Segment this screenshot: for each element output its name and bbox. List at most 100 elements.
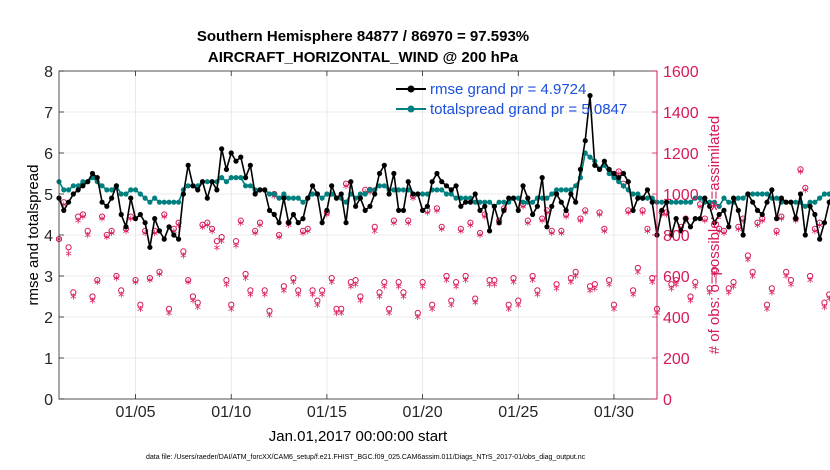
- obs-possible-marker: [663, 209, 670, 216]
- obs-possible-marker: [381, 279, 388, 286]
- obs-assimilated-marker: *: [458, 227, 465, 242]
- obs-assimilated-marker: *: [319, 291, 326, 306]
- obs-possible-marker: [462, 272, 469, 280]
- rmse-point: [305, 195, 311, 201]
- x-axis-label: Jan.01,2017 00:00:00 start: [269, 428, 448, 445]
- rmse-point: [506, 195, 512, 201]
- x-tick-label: 01/25: [498, 404, 538, 421]
- obs-assimilated-marker: *: [769, 288, 776, 303]
- totalspread-point: [271, 191, 277, 197]
- totalspread-point: [439, 187, 445, 193]
- obs-assimilated-marker: *: [659, 211, 666, 226]
- totalspread-point: [367, 187, 373, 193]
- obs-assimilated-marker: *: [792, 217, 799, 232]
- obs-possible-marker: [639, 207, 646, 214]
- rmse-point: [262, 187, 268, 193]
- totalspread-point: [309, 191, 316, 197]
- totalspread-point: [817, 195, 823, 201]
- rmse-point: [491, 203, 497, 209]
- totalspread-point: [99, 183, 105, 189]
- totalspread-point: [171, 199, 177, 205]
- totalspread-point: [242, 183, 249, 189]
- obs-possible-marker: [582, 207, 589, 214]
- rmse-point: [817, 236, 823, 242]
- rmse-point: [400, 207, 407, 213]
- obs-assimilated-marker: *: [816, 221, 823, 236]
- obs-possible-marker: [89, 293, 96, 300]
- obs-assimilated-marker: *: [529, 276, 536, 291]
- obs-assimilated-marker: *: [534, 291, 541, 306]
- obs-assimilated-marker: *: [601, 227, 608, 242]
- totalspread-point: [448, 191, 454, 197]
- obs-assimilated-marker: *: [482, 213, 489, 228]
- obs-possible-marker: [161, 211, 168, 218]
- rmse-point: [353, 203, 359, 209]
- totalspread-point: [635, 191, 641, 197]
- rmse-point: [300, 216, 306, 222]
- totalspread-point: [659, 199, 665, 205]
- rmse-point: [644, 187, 651, 193]
- rmse-point: [104, 203, 110, 209]
- obs-assimilated-marker: *: [592, 284, 599, 299]
- obs-assimilated-marker: *: [467, 221, 474, 236]
- rmse-point: [721, 207, 727, 213]
- obs-possible-marker: [371, 223, 378, 230]
- totalspread-point: [152, 195, 158, 201]
- obs-possible-marker: [744, 252, 751, 259]
- totalspread-point: [721, 195, 727, 201]
- rmse-point: [75, 187, 81, 193]
- obs-assimilated-marker: *: [749, 272, 756, 287]
- obs-assimilated-marker: *: [692, 282, 699, 297]
- obs-assimilated-marker: *: [596, 211, 603, 226]
- obs-assimilated-marker: *: [161, 213, 168, 228]
- totalspread-point: [812, 199, 818, 205]
- totalspread-point: [104, 187, 110, 193]
- obs-assimilated-marker: *: [94, 278, 101, 293]
- obs-assimilated-marker: *: [510, 278, 517, 293]
- obs-assimilated-marker: *: [343, 182, 350, 197]
- rmse-point: [563, 207, 569, 213]
- obs-possible-marker: [295, 287, 302, 294]
- rmse-point: [587, 93, 593, 99]
- obs-possible-marker: [610, 301, 618, 308]
- totalspread-point: [228, 175, 234, 181]
- totalspread-point: [563, 187, 569, 193]
- obs-possible-marker: [577, 215, 584, 222]
- obs-possible-marker: [275, 231, 283, 239]
- obs-possible-marker: [261, 287, 268, 294]
- rmse-point: [362, 207, 368, 213]
- legend-spread-label: totalspread grand pr = 5.0847: [430, 101, 627, 118]
- totalspread-point: [376, 183, 383, 189]
- obs-assimilated-marker: *: [577, 217, 584, 232]
- totalspread-point: [711, 199, 718, 205]
- obs-possible-marker: [213, 238, 220, 245]
- obs-assimilated-marker: *: [376, 293, 383, 308]
- rmse-point: [367, 203, 373, 209]
- obs-assimilated-marker: *: [228, 305, 235, 320]
- rmse-point: [80, 183, 86, 189]
- obs-assimilated-marker: *: [448, 301, 455, 316]
- rmse-point: [663, 199, 670, 205]
- rmse-point: [726, 224, 732, 230]
- rmse-point: [329, 183, 335, 189]
- rmse-point: [797, 191, 804, 197]
- obs-assimilated-marker: *: [247, 291, 254, 306]
- obs-assimilated-marker: *: [477, 231, 484, 246]
- y-axis-label-left: rmse and totalspread: [25, 165, 42, 306]
- rmse-point: [185, 162, 191, 168]
- obs-assimilated-marker: *: [410, 194, 417, 209]
- rmse-point: [711, 220, 718, 226]
- x-tick-label: 01/15: [307, 404, 347, 421]
- rmse-point: [319, 220, 325, 226]
- obs-possible-marker: [730, 279, 737, 286]
- rmse-point: [793, 216, 799, 222]
- obs-possible-marker: [146, 274, 153, 282]
- rmse-point: [530, 211, 536, 218]
- obs-possible-marker: [438, 223, 445, 230]
- obs-possible-marker: [223, 277, 230, 284]
- rmse-point: [769, 187, 775, 193]
- obs-possible-marker: [228, 301, 235, 308]
- totalspread-point: [80, 179, 86, 185]
- totalspread-point: [826, 191, 830, 197]
- totalspread-point: [683, 199, 689, 205]
